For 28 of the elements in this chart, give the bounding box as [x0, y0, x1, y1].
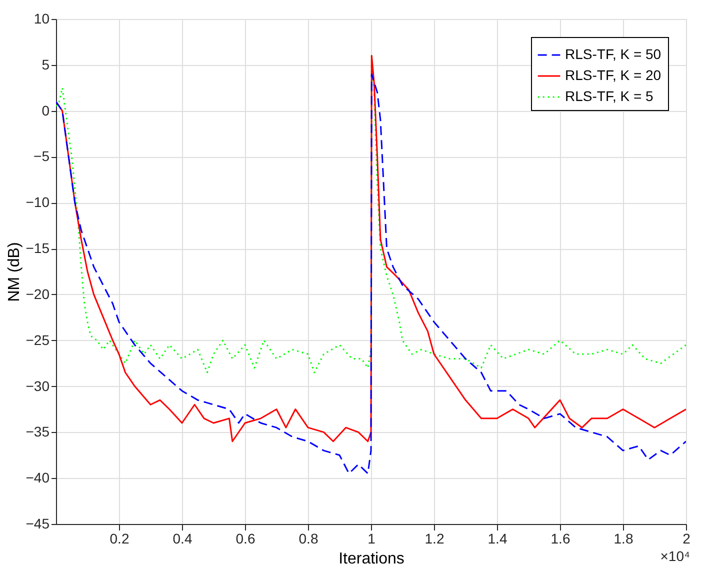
y-tick-label: −15	[26, 240, 50, 256]
y-tick-label: −35	[26, 424, 50, 440]
x-tick-label: 0.8	[298, 530, 318, 546]
x-tick-label: 1	[368, 530, 376, 546]
x-tick-label: 1.8	[614, 530, 634, 546]
x-tick-label: 2	[682, 530, 691, 546]
legend-label: RLS-TF, K = 5	[565, 88, 654, 104]
x-axis-title: Iterations	[338, 550, 404, 568]
y-tick-label: −20	[26, 286, 50, 302]
y-tick-label: −45	[26, 516, 50, 532]
x-tick-label: 1.2	[424, 530, 444, 546]
y-tick-label: −10	[26, 194, 50, 210]
y-tick-label: −25	[26, 332, 50, 348]
y-tick-label: −30	[26, 378, 50, 394]
legend-label: RLS-TF, K = 20	[565, 67, 662, 83]
text: ×10⁴	[660, 548, 690, 564]
y-tick-label: 5	[42, 56, 50, 72]
y-tick-label: −40	[26, 470, 50, 486]
y-tick-label: 0	[42, 102, 50, 118]
x-tick-label: 0.2	[110, 530, 130, 546]
y-tick-label: −5	[34, 148, 50, 164]
y-axis-title: NM (dB)	[6, 242, 23, 302]
x-tick-label: 1.6	[550, 530, 570, 546]
x-tick-label: 0.4	[172, 530, 192, 546]
legend-label: RLS-TF, K = 50	[565, 46, 662, 62]
y-tick-label: 10	[34, 10, 50, 26]
x-tick-label: 0.6	[236, 530, 256, 546]
x-tick-label: 1.4	[488, 530, 508, 546]
